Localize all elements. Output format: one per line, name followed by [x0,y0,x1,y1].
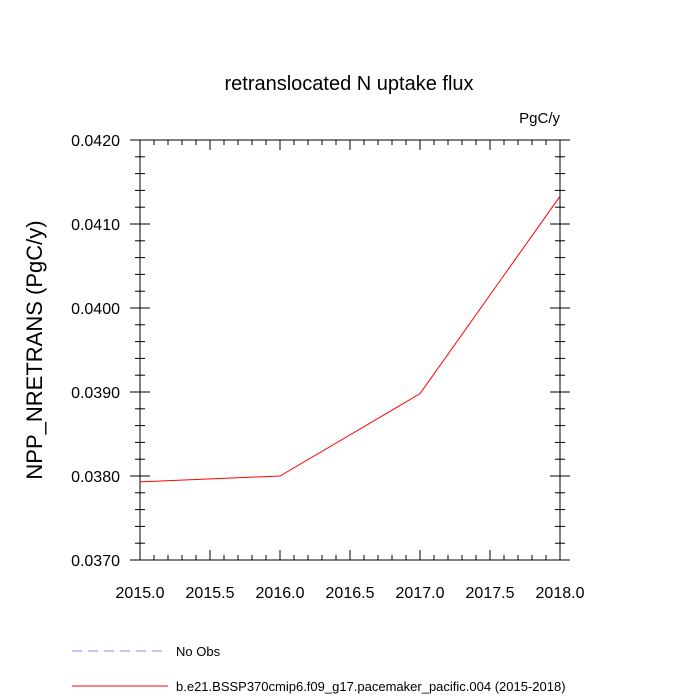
x-tick-label: 2015.5 [186,585,235,602]
series-line [139,195,561,483]
y-tick-label: 0.0420 [71,133,120,150]
y-tick-label: 0.0380 [71,469,120,486]
plot-frame [139,139,561,561]
legend: No Obs b.e21.BSSP370cmip6.f09_g17.pacemak… [72,644,566,694]
units-label: PgC/y [519,110,560,127]
axis-tick-labels: 2015.0 2015.5 2016.0 2016.5 2017.0 2017.5 2018… [71,133,585,602]
x-tick-label: 2018.0 [536,585,585,602]
x-tick-label: 2016.0 [256,585,305,602]
y-tick-label: 0.0400 [71,301,120,318]
legend-label: No Obs [176,644,221,659]
y-axis-label: NPP_NRETRANS (PgC/y) [22,220,47,479]
chart-title: retranslocated N uptake flux [224,73,473,95]
x-tick-label: 2015.0 [116,585,165,602]
y-tick-label: 0.0370 [71,553,120,570]
legend-label: b.e21.BSSP370cmip6.f09_g17.pacemaker_pac… [176,679,566,694]
series-layer [139,195,561,483]
axis-ticks [130,139,570,561]
y-tick-label: 0.0410 [71,217,120,234]
x-tick-label: 2016.5 [326,585,375,602]
x-tick-label: 2017.5 [466,585,515,602]
x-tick-label: 2017.0 [396,585,445,602]
y-tick-label: 0.0390 [71,385,120,402]
